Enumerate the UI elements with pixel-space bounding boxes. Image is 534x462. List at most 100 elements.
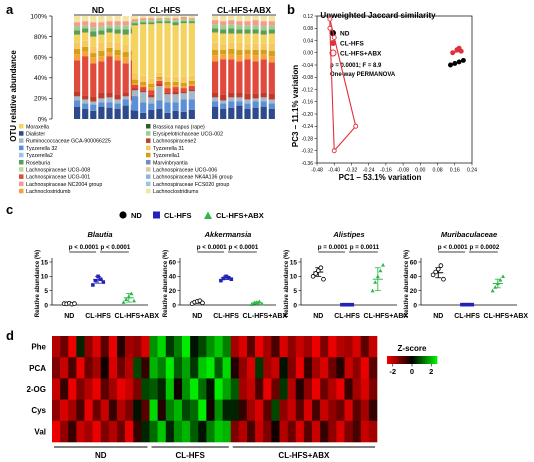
panel-d-heatmap-cell bbox=[214, 420, 223, 443]
panel-c-x-tick-label: CL-HFS+ABX bbox=[484, 313, 529, 320]
panel-a-y-axis-label: OTU relative abundance bbox=[9, 50, 18, 142]
panel-a-bar-segment bbox=[132, 90, 139, 97]
panel-d-heatmap-cell bbox=[206, 357, 215, 379]
panel-a-bar-segment bbox=[148, 83, 155, 88]
panel-a-bar-segment bbox=[188, 109, 195, 119]
panel-a-bar-segment bbox=[252, 29, 259, 34]
panel-d-heatmap-cell bbox=[320, 399, 329, 422]
panel-a-legend-swatch bbox=[146, 160, 151, 165]
panel-d-heatmap-cell bbox=[149, 420, 158, 443]
panel-d-heatmap-cell bbox=[141, 378, 150, 400]
panel-d-heatmap-cell bbox=[206, 420, 215, 443]
panel-d-heatmap-cell bbox=[165, 357, 175, 379]
panel-a-bar-segment bbox=[164, 94, 171, 103]
panel-a-bar-segment bbox=[74, 100, 81, 107]
panel-c-subplot-title: Blautia bbox=[87, 230, 112, 239]
panel-d-heatmap-cell bbox=[125, 420, 134, 443]
panel-a-bar-segment bbox=[122, 92, 129, 97]
panel-a-bar-segment bbox=[268, 29, 275, 34]
panel-d-heatmap-cell bbox=[368, 336, 378, 358]
panel-d-heatmap-cell bbox=[303, 336, 313, 358]
panel-d-heatmap-cell bbox=[247, 420, 256, 443]
panel-a-bar-segment bbox=[220, 29, 227, 34]
panel-d-heatmap-cell bbox=[76, 336, 85, 358]
panel-a-bar-segment bbox=[106, 16, 113, 22]
panel-a-y-tick-label: 0% bbox=[38, 116, 48, 123]
panel-d-heatmap-cell bbox=[279, 336, 288, 358]
panel-d-heatmap-cell bbox=[68, 420, 77, 443]
panel-b-y-tick-label: -0.36 bbox=[302, 161, 314, 167]
panel-a-bar-segment bbox=[122, 57, 129, 64]
panel-a-bar-segment bbox=[132, 25, 139, 75]
panel-a-bar-segment bbox=[164, 76, 171, 82]
panel-a-bar-segment bbox=[74, 42, 81, 49]
panel-d-heatmap-cell bbox=[68, 399, 77, 422]
panel-d-heatmap-cell bbox=[222, 357, 232, 379]
panel-c-legend-label-cl-hfs-abx: CL-HFS+ABX bbox=[216, 211, 264, 220]
panel-a-legend-label: Lachnospiraceae NK4A136 group bbox=[153, 175, 233, 181]
panel-a-bar-segment bbox=[148, 87, 155, 91]
panel-d-heatmap-cell bbox=[247, 399, 256, 422]
panel-a-bar-segment bbox=[140, 81, 147, 86]
panel-a-bar-segment bbox=[188, 23, 195, 76]
panel-a-legend-label: Tyzzerella2 bbox=[26, 153, 53, 159]
panel-a-bar-segment bbox=[132, 88, 139, 91]
panel-a-bar-segment bbox=[114, 99, 121, 104]
panel-d-heatmap-cell bbox=[352, 378, 362, 400]
panel-c-y-axis-label: Relative abundance (%) bbox=[163, 250, 169, 317]
panel-d-heatmap-cell bbox=[295, 420, 305, 443]
panel-a-bar-segment bbox=[82, 40, 89, 47]
panel-a-bar-segment bbox=[252, 101, 259, 108]
panel-d-heatmap-cell bbox=[190, 378, 199, 400]
panel-c-y-tick-label: 60 bbox=[410, 259, 418, 266]
panel-d-row-label: Phe bbox=[31, 343, 46, 352]
panel-a-bar-segment bbox=[90, 57, 97, 64]
panel-a-bar-segment bbox=[260, 54, 267, 60]
panel-a-bar-segment bbox=[260, 21, 267, 27]
panel-d-heatmap-cell bbox=[125, 357, 134, 379]
panel-d-heatmap-cell bbox=[100, 357, 110, 379]
panel-c-point-nd bbox=[441, 276, 446, 282]
panel-a-bar-segment bbox=[228, 48, 235, 55]
panel-a-bar-segment bbox=[172, 94, 179, 103]
panel-a-bar-segment bbox=[164, 21, 171, 24]
panel-a-bar-segment bbox=[98, 34, 105, 43]
panel-a-bar-segment bbox=[172, 25, 179, 77]
panel-d-heatmap-cell bbox=[108, 420, 118, 443]
panel-a-bar-segment bbox=[268, 103, 275, 109]
panel-a-bar-segment bbox=[82, 51, 89, 57]
panel-a-bar-segment bbox=[74, 34, 81, 43]
panel-c-point-cl-hfs bbox=[347, 302, 352, 307]
panel-a-bar-segment bbox=[172, 91, 179, 95]
panel-c-point-cl-hfs bbox=[96, 274, 100, 279]
panel-a-bar-segment bbox=[114, 60, 121, 95]
panel-c-point-nd bbox=[435, 266, 441, 272]
panel-a-bar-segment bbox=[148, 97, 155, 104]
panel-a-bar-segment bbox=[172, 18, 179, 21]
panel-a-bar-segment bbox=[260, 106, 267, 119]
panel-a-bar-segment bbox=[156, 18, 163, 20]
panel-a-bar-segment bbox=[252, 33, 259, 44]
panel-a-legend-label: Tyzzerella 32 bbox=[26, 146, 57, 152]
panel-d-heatmap-cell bbox=[92, 399, 102, 422]
panel-c-x-tick-label: ND bbox=[313, 313, 323, 320]
panel-a-bar-segment bbox=[268, 108, 275, 119]
panel-d-colorbar-segment bbox=[427, 356, 430, 364]
panel-d-heatmap-cell bbox=[320, 357, 329, 379]
panel-d-heatmap-cell bbox=[52, 399, 61, 422]
panel-a-bar-segment bbox=[98, 51, 105, 57]
panel-a-bar-segment bbox=[244, 21, 251, 26]
panel-a-legend-swatch bbox=[146, 167, 151, 172]
panel-a-bar-segment bbox=[132, 23, 139, 26]
panel-a-bar-segment bbox=[268, 21, 275, 26]
panel-c-point-nd bbox=[433, 269, 438, 275]
panel-a-bar-segment bbox=[74, 22, 81, 27]
panel-a-y-tick-label: 60% bbox=[34, 55, 47, 62]
panel-a-legend-label: Marvinbryantia bbox=[153, 160, 188, 166]
panel-a-bar-segment bbox=[148, 94, 155, 98]
panel-a-bar-segment bbox=[132, 110, 139, 119]
panel-a-bar-segment bbox=[90, 63, 97, 97]
panel-d-heatmap-cell bbox=[271, 357, 280, 379]
panel-d-heatmap-cell bbox=[198, 336, 207, 358]
panel-c-p-value: p = 0.0011 bbox=[350, 244, 380, 251]
